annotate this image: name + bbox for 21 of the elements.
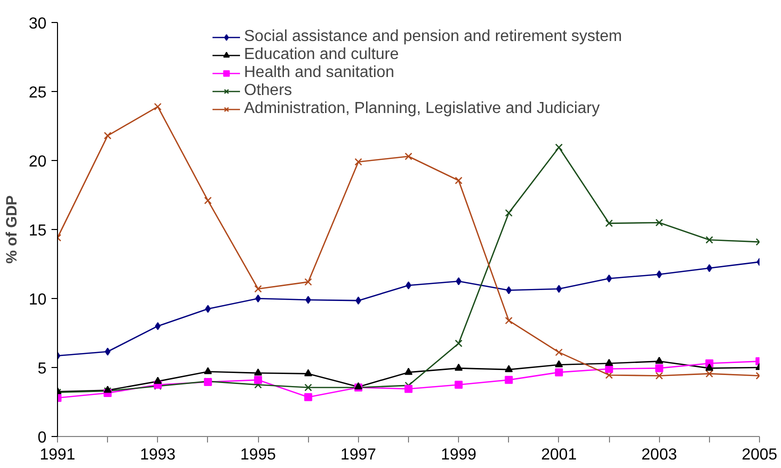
y-tick-label: 10 (28, 292, 47, 308)
y-tick-label: 5 (38, 360, 47, 378)
x-tick-label: 1991 (40, 446, 76, 464)
y-axis-title: % of GDP (4, 195, 21, 264)
legend-label: Others (244, 82, 292, 100)
y-tick-label: 30 (28, 16, 47, 32)
x-tick-label: 1995 (240, 446, 276, 464)
y-tick-label: 20 (28, 154, 47, 170)
legend-label: Social assistance and pension and retirement system (244, 28, 622, 46)
y-tick-label: 25 (28, 84, 47, 102)
y-tick-label: 15 (28, 222, 47, 240)
legend-label: Administration, Planning, Legislative and Judiciary (244, 100, 600, 118)
legend-label: Health and sanitation (244, 64, 394, 82)
y-tick-label: 0 (38, 430, 47, 446)
x-tick-label: 2001 (541, 446, 577, 464)
x-tick-label: 2005 (742, 446, 778, 464)
x-tick-label: 1997 (340, 446, 376, 464)
x-tick-label: 1993 (140, 446, 176, 464)
legend-label: Education and culture (244, 46, 399, 64)
x-tick-label: 2003 (641, 446, 678, 464)
x-tick-label: 1999 (440, 446, 477, 464)
